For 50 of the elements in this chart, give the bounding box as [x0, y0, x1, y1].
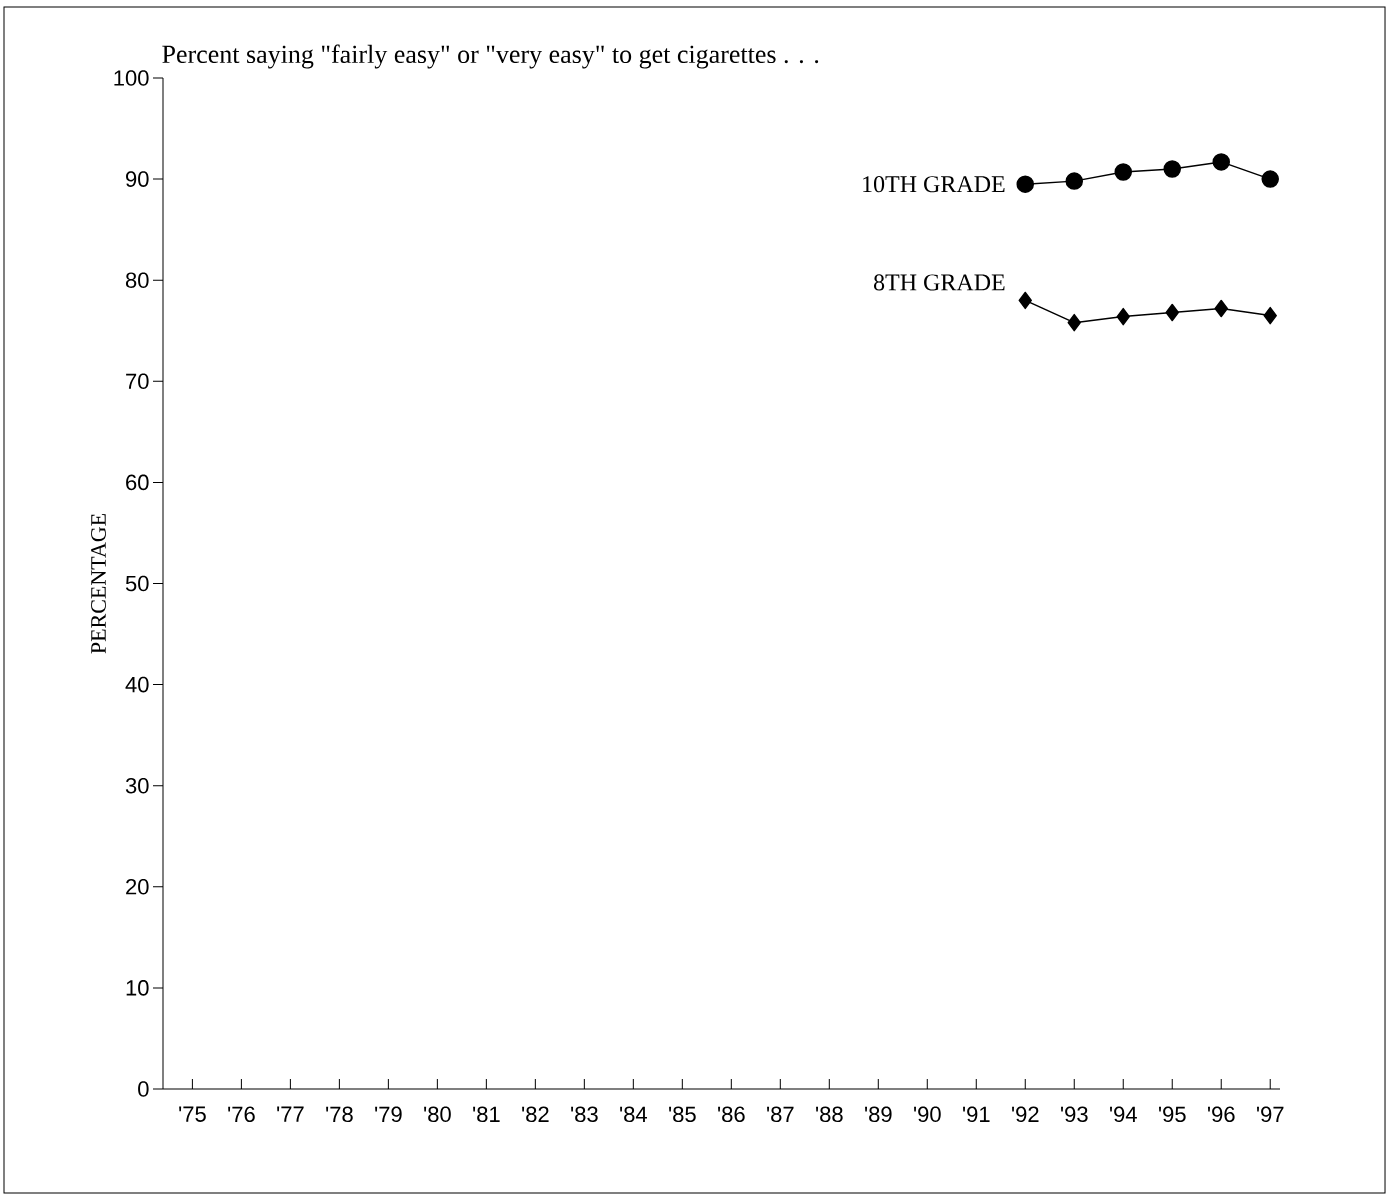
x-tick-label: '77	[277, 1106, 304, 1122]
point	[1212, 153, 1230, 171]
series-label: 8TH GRADE	[873, 274, 1005, 291]
x-tick-label: '75	[179, 1106, 206, 1122]
y-axis-title: PERCENTAGE	[91, 513, 106, 654]
y-tick-label: 0	[138, 1081, 149, 1097]
x-tick-label: '79	[375, 1106, 402, 1123]
x-tick-label: '85	[669, 1106, 696, 1123]
x-tick-label: '81	[473, 1106, 500, 1123]
y-tick-label: 10	[126, 980, 149, 996]
x-tick-label: '95	[1159, 1106, 1186, 1123]
x-tick-label: '78	[326, 1106, 353, 1123]
point	[1165, 303, 1179, 322]
y-tick-label: 30	[125, 777, 149, 794]
point	[1116, 307, 1130, 326]
x-tick-label: '80	[424, 1106, 451, 1123]
chart-title: Percent saying "fairly easy" or "very easy" to get cigarettes . . .	[162, 44, 819, 69]
point	[1261, 170, 1279, 188]
x-tick-label: '94	[1110, 1106, 1137, 1123]
point	[1114, 163, 1132, 181]
x-tick-label: '93	[1061, 1106, 1088, 1123]
x-tick-label: '89	[865, 1106, 892, 1123]
point	[1067, 313, 1081, 332]
point	[1016, 175, 1035, 193]
y-tick-label: 90	[126, 171, 149, 187]
point	[1263, 306, 1277, 325]
x-tick-label: '91	[963, 1106, 990, 1123]
y-tick-label: 70	[126, 373, 149, 390]
y-tick-label: 100	[114, 70, 149, 86]
x-tick-label: '87	[767, 1106, 794, 1123]
x-tick-label: '83	[571, 1106, 598, 1123]
x-tick-label: '86	[718, 1106, 745, 1123]
point	[1065, 172, 1083, 190]
x-tick-label: '97	[1257, 1106, 1284, 1123]
point	[1214, 299, 1228, 318]
y-tick-label: 50	[125, 575, 149, 592]
y-tick-label: 20	[126, 879, 149, 895]
series-label: 10TH GRADE	[863, 176, 1005, 193]
x-tick-label: '84	[620, 1106, 648, 1123]
x-tick-label: '76	[228, 1106, 255, 1123]
y-tick-label: 40	[125, 676, 149, 693]
y-tick-label: 80	[125, 272, 149, 288]
y-tick-label: 60	[126, 474, 149, 491]
x-tick-label: '82	[522, 1106, 549, 1123]
point	[1018, 291, 1033, 310]
point	[1163, 160, 1181, 178]
x-tick-label: '90	[914, 1106, 941, 1123]
x-tick-label: '96	[1208, 1106, 1235, 1123]
x-tick-label: '92	[1012, 1106, 1039, 1123]
x-tick-label: '88	[816, 1106, 843, 1123]
